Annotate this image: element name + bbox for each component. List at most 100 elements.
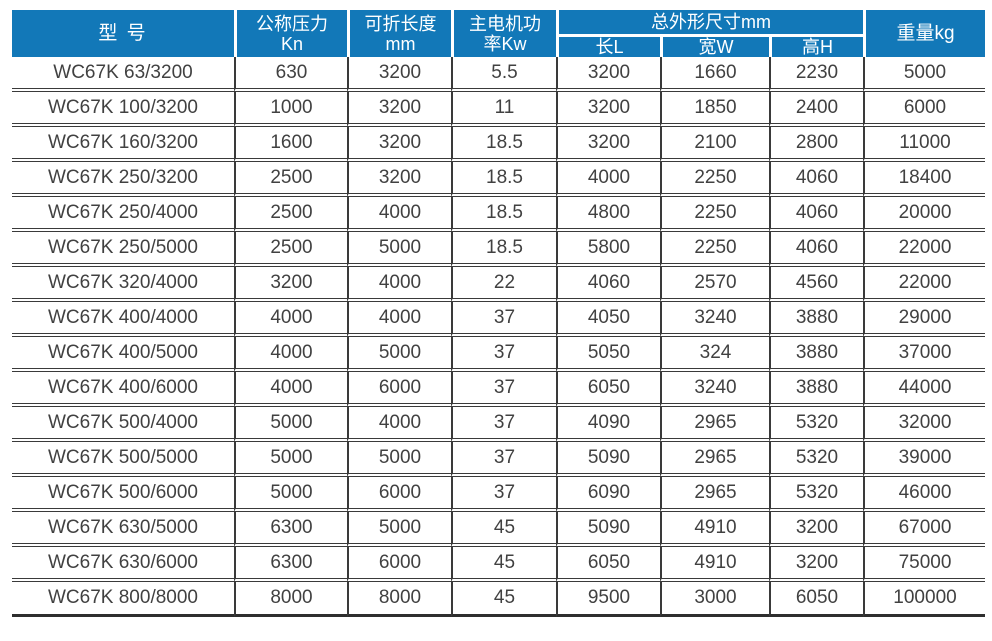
value-cell: 4000 bbox=[556, 162, 660, 197]
value-cell: 22 bbox=[451, 267, 556, 302]
value-cell: 2250 bbox=[660, 232, 769, 267]
value-cell: 4560 bbox=[769, 267, 863, 302]
value-cell: 4090 bbox=[556, 407, 660, 442]
value-cell: 3200 bbox=[234, 267, 347, 302]
value-cell: 8000 bbox=[347, 582, 451, 617]
table-row: WC67K 250/4000 2500 4000 18.5 4800 2250 4060 20… bbox=[12, 197, 985, 232]
table-body: WC67K 63/3200 630 3200 5.5 3200 1660 2230 5000 W… bbox=[12, 57, 985, 617]
value-cell: 5800 bbox=[556, 232, 660, 267]
col-header-motor-power: 主电机功 率Kw bbox=[451, 10, 556, 57]
value-cell: 1660 bbox=[660, 57, 769, 92]
model-cell: WC67K 500/4000 bbox=[12, 407, 234, 442]
value-cell: 3200 bbox=[347, 162, 451, 197]
col-header-fold-length-line1: 可折长度 bbox=[364, 13, 437, 34]
value-cell: 2250 bbox=[660, 197, 769, 232]
value-cell: 5320 bbox=[769, 407, 863, 442]
col-header-weight: 重量kg bbox=[863, 10, 985, 57]
col-header-model: 型 号 bbox=[12, 10, 234, 57]
value-cell: 5000 bbox=[347, 337, 451, 372]
header-row-main: 型 号 公称压力 Kn 可折长度 mm 主电机功 率Kw 总外形尺寸mm 重量k… bbox=[12, 10, 985, 57]
col-header-motor-power-line1: 主电机功 bbox=[469, 13, 541, 34]
model-cell: WC67K 400/6000 bbox=[12, 372, 234, 407]
model-cell: WC67K 250/4000 bbox=[12, 197, 234, 232]
value-cell: 37 bbox=[451, 372, 556, 407]
col-header-dim-height: 高H bbox=[769, 34, 863, 57]
value-cell: 4000 bbox=[347, 407, 451, 442]
value-cell: 4000 bbox=[234, 372, 347, 407]
value-cell: 5000 bbox=[234, 407, 347, 442]
model-cell: WC67K 500/5000 bbox=[12, 442, 234, 477]
value-cell: 2570 bbox=[660, 267, 769, 302]
value-cell: 6050 bbox=[769, 582, 863, 617]
value-cell: 3200 bbox=[769, 547, 863, 582]
value-cell: 2100 bbox=[660, 127, 769, 162]
value-cell: 75000 bbox=[863, 547, 985, 582]
value-cell: 324 bbox=[660, 337, 769, 372]
value-cell: 37 bbox=[451, 407, 556, 442]
value-cell: 4060 bbox=[556, 267, 660, 302]
value-cell: 46000 bbox=[863, 477, 985, 512]
value-cell: 3880 bbox=[769, 337, 863, 372]
model-cell: WC67K 800/8000 bbox=[12, 582, 234, 617]
value-cell: 39000 bbox=[863, 442, 985, 477]
value-cell: 3200 bbox=[347, 92, 451, 127]
value-cell: 2250 bbox=[660, 162, 769, 197]
value-cell: 3200 bbox=[556, 127, 660, 162]
value-cell: 37 bbox=[451, 442, 556, 477]
value-cell: 3200 bbox=[347, 127, 451, 162]
table-row: WC67K 160/3200 1600 3200 18.5 3200 2100 2800 11… bbox=[12, 127, 985, 162]
value-cell: 3200 bbox=[347, 57, 451, 92]
model-cell: WC67K 250/5000 bbox=[12, 232, 234, 267]
value-cell: 100000 bbox=[863, 582, 985, 617]
col-header-nominal-pressure-line2: Kn bbox=[280, 33, 304, 54]
value-cell: 5320 bbox=[769, 477, 863, 512]
value-cell: 5000 bbox=[347, 442, 451, 477]
value-cell: 3880 bbox=[769, 302, 863, 337]
table-header: 型 号 公称压力 Kn 可折长度 mm 主电机功 率Kw 总外形尺寸mm 重量k… bbox=[12, 10, 985, 57]
value-cell: 3880 bbox=[769, 372, 863, 407]
model-cell: WC67K 630/6000 bbox=[12, 547, 234, 582]
value-cell: 45 bbox=[451, 512, 556, 547]
col-header-fold-length: 可折长度 mm bbox=[347, 10, 451, 57]
value-cell: 4000 bbox=[234, 302, 347, 337]
value-cell: 45 bbox=[451, 547, 556, 582]
table-row: WC67K 630/6000 6300 6000 45 6050 4910 3200 7500… bbox=[12, 547, 985, 582]
value-cell: 4910 bbox=[660, 547, 769, 582]
value-cell: 2230 bbox=[769, 57, 863, 92]
value-cell: 3000 bbox=[660, 582, 769, 617]
value-cell: 2965 bbox=[660, 407, 769, 442]
value-cell: 5000 bbox=[347, 232, 451, 267]
value-cell: 18.5 bbox=[451, 232, 556, 267]
value-cell: 630 bbox=[234, 57, 347, 92]
value-cell: 4000 bbox=[347, 197, 451, 232]
model-cell: WC67K 500/6000 bbox=[12, 477, 234, 512]
table-row: WC67K 500/6000 5000 6000 37 6090 2965 5320 4600… bbox=[12, 477, 985, 512]
table-row: WC67K 500/4000 5000 4000 37 4090 2965 5320 3200… bbox=[12, 407, 985, 442]
value-cell: 6050 bbox=[556, 372, 660, 407]
value-cell: 29000 bbox=[863, 302, 985, 337]
value-cell: 6000 bbox=[863, 92, 985, 127]
value-cell: 3200 bbox=[556, 92, 660, 127]
value-cell: 1000 bbox=[234, 92, 347, 127]
value-cell: 11 bbox=[451, 92, 556, 127]
value-cell: 5.5 bbox=[451, 57, 556, 92]
table-row: WC67K 320/4000 3200 4000 22 4060 2570 4560 2200… bbox=[12, 267, 985, 302]
value-cell: 22000 bbox=[863, 267, 985, 302]
value-cell: 5320 bbox=[769, 442, 863, 477]
value-cell: 44000 bbox=[863, 372, 985, 407]
col-header-nominal-pressure: 公称压力 Kn bbox=[234, 10, 347, 57]
value-cell: 5000 bbox=[863, 57, 985, 92]
col-header-fold-length-line2: mm bbox=[385, 33, 416, 54]
value-cell: 6000 bbox=[347, 477, 451, 512]
value-cell: 67000 bbox=[863, 512, 985, 547]
value-cell: 22000 bbox=[863, 232, 985, 267]
value-cell: 4060 bbox=[769, 162, 863, 197]
model-cell: WC67K 250/3200 bbox=[12, 162, 234, 197]
value-cell: 2500 bbox=[234, 197, 347, 232]
model-cell: WC67K 100/3200 bbox=[12, 92, 234, 127]
value-cell: 18.5 bbox=[451, 162, 556, 197]
value-cell: 45 bbox=[451, 582, 556, 617]
value-cell: 2500 bbox=[234, 162, 347, 197]
table-row: WC67K 400/4000 4000 4000 37 4050 3240 3880 2900… bbox=[12, 302, 985, 337]
